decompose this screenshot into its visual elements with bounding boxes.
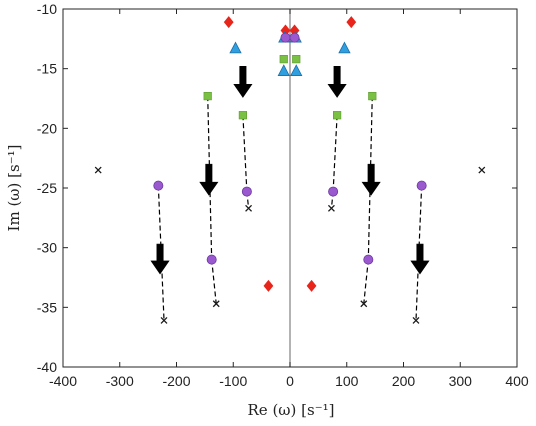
- dashed-link: [242, 115, 248, 192]
- x-tick-label: -400: [49, 373, 77, 389]
- triangle-marker: [229, 41, 242, 54]
- y-tick-label: -30: [37, 240, 57, 256]
- dashed-link: [363, 259, 369, 304]
- circle-marker: [206, 254, 217, 265]
- square-marker: [279, 55, 288, 64]
- dashed-link: [211, 259, 217, 304]
- diamond-marker: [223, 16, 234, 29]
- x-tick-label: -200: [162, 373, 190, 389]
- down-arrow: [150, 243, 170, 275]
- square-marker: [203, 92, 212, 101]
- x-tick-label: 200: [392, 373, 416, 389]
- x-tick-label: -300: [106, 373, 134, 389]
- x-tick-label: 400: [505, 373, 529, 389]
- square-marker: [292, 55, 301, 64]
- circle-marker: [153, 180, 164, 191]
- circle-marker: [289, 32, 300, 43]
- cross-marker: [360, 300, 368, 308]
- down-arrow: [410, 243, 430, 275]
- y-tick-label: -15: [37, 61, 57, 77]
- down-arrow: [199, 163, 219, 196]
- dashed-link: [332, 115, 338, 192]
- y-tick-label: -25: [37, 180, 57, 196]
- x-tick-label: 0: [286, 373, 294, 389]
- y-tick-label: -20: [37, 120, 57, 136]
- cross-marker: [327, 204, 335, 212]
- down-arrow: [233, 65, 253, 98]
- triangle-marker: [290, 64, 303, 76]
- triangle-marker: [277, 64, 290, 76]
- circle-marker: [241, 186, 252, 197]
- x-tick-label: 100: [335, 373, 359, 389]
- cross-marker: [160, 317, 168, 324]
- circle-marker: [416, 180, 427, 191]
- cross-marker: [478, 166, 486, 174]
- x-tick-label: -100: [219, 373, 247, 389]
- y-tick-label: -10: [37, 1, 57, 17]
- y-tick-label: -35: [37, 299, 57, 315]
- circle-marker: [280, 32, 291, 43]
- y-axis-label: Im (ω) [s⁻¹]: [5, 145, 23, 232]
- down-arrow: [361, 163, 381, 196]
- down-arrow: [327, 65, 347, 98]
- y-tick-label: -40: [37, 359, 57, 375]
- diamond-marker: [263, 279, 274, 292]
- x-tick-label: 300: [449, 373, 473, 389]
- circle-marker: [328, 186, 339, 197]
- square-marker: [368, 92, 377, 101]
- cross-marker: [212, 300, 220, 308]
- square-marker: [333, 111, 342, 120]
- x-axis-label: Re (ω) [s⁻¹]: [248, 401, 335, 419]
- circle-marker: [363, 254, 374, 265]
- cross-marker: [245, 204, 253, 212]
- diamond-marker: [306, 279, 317, 292]
- cross-marker: [412, 317, 420, 324]
- square-marker: [238, 111, 247, 120]
- triangle-marker: [338, 41, 351, 54]
- cross-marker: [94, 166, 102, 174]
- diamond-marker: [346, 16, 357, 29]
